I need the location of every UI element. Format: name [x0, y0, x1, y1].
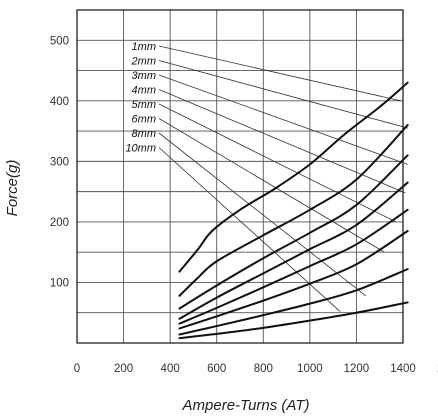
force-curve-5mm: [178, 208, 409, 325]
plot-frame: [76, 9, 404, 344]
x-tick-label: 600: [207, 363, 226, 375]
y-axis-tick-labels: 100 200 300 400 500: [50, 35, 69, 289]
y-tick-label: 100: [50, 277, 69, 289]
y-tick-label: 500: [50, 35, 69, 47]
label-leader-lines: [158, 45, 408, 312]
y-tick-label: 200: [50, 217, 69, 229]
curve-gap-labels: 1mm 2mm 3mm 4mm 5mm 6mm 8mm 10mm: [125, 41, 156, 155]
y-tick-label: 300: [50, 156, 69, 168]
force-curve-2mm: [178, 124, 409, 297]
curve-label-4mm: 4mm: [132, 85, 156, 97]
leader-line-4mm: [158, 89, 406, 194]
leader-line-5mm: [158, 103, 397, 223]
x-tick-label: 1200: [344, 363, 370, 375]
y-axis-title: Force(g): [4, 160, 21, 217]
x-tick-label: 400: [161, 363, 180, 375]
curve-label-10mm: 10mm: [125, 143, 156, 155]
leader-line-3mm: [158, 74, 408, 165]
force-curves: [178, 81, 409, 340]
x-tick-label: 1600: [437, 363, 438, 375]
x-axis-title: Ampere-Turns (AT): [182, 397, 310, 414]
x-tick-label: 0: [74, 363, 80, 375]
force-curve-1mm: [178, 81, 409, 273]
force-curve-10mm: [178, 301, 409, 340]
x-tick-label: 1400: [390, 363, 416, 375]
curve-label-2mm: 2mm: [131, 56, 156, 68]
curve-label-1mm: 1mm: [132, 41, 156, 53]
x-tick-label: 1000: [297, 363, 323, 375]
leader-line-1mm: [158, 45, 401, 102]
force-curve-4mm: [178, 181, 409, 320]
force-curve-6mm: [178, 229, 409, 330]
curve-label-8mm: 8mm: [132, 128, 156, 140]
x-tick-label: 800: [254, 363, 273, 375]
x-tick-label: 200: [114, 363, 133, 375]
force-curve-8mm: [178, 268, 409, 336]
force-curve-3mm: [178, 154, 409, 310]
curve-label-6mm: 6mm: [132, 114, 156, 126]
leader-line-8mm: [158, 132, 366, 297]
curve-label-5mm: 5mm: [132, 99, 156, 111]
curve-label-3mm: 3mm: [132, 70, 156, 82]
x-axis-tick-labels: 0 200 400 600 800 1000 1200 1400 1600: [74, 363, 438, 375]
grid-lines: [76, 9, 404, 344]
y-tick-label: 400: [50, 96, 69, 108]
